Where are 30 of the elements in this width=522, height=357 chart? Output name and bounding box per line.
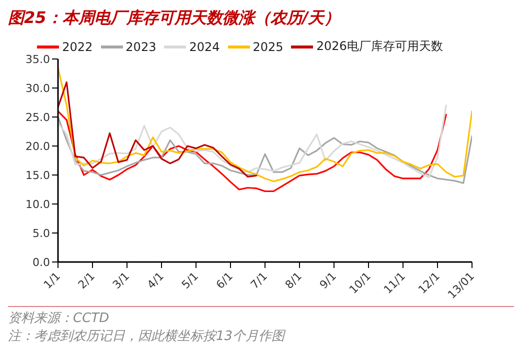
legend-label: 2024 <box>189 40 220 54</box>
y-tick-label: 15.0 <box>26 168 50 182</box>
x-tick-label: 7/1 <box>248 270 270 292</box>
legend-label: 2023 <box>126 40 156 54</box>
y-tick-label: 0.0 <box>32 256 50 269</box>
x-tick-label: 8/1 <box>282 270 304 292</box>
x-tick-label: 4/1 <box>144 270 166 292</box>
legend-label: 2026电厂库存可用天数 <box>316 38 443 55</box>
x-tick-label: 5/1 <box>179 270 201 292</box>
line-series <box>58 110 447 192</box>
x-tick-label: 3/1 <box>110 270 132 292</box>
legend-label: 2022 <box>62 40 93 54</box>
text: 注：考虑到农历记日，因此横坐标按13个月作图 <box>8 328 287 345</box>
line-series <box>58 104 447 178</box>
x-tick-label: 6/1 <box>214 270 236 292</box>
y-tick-label: 25.0 <box>26 110 50 124</box>
x-tick-label: 1/1 <box>41 270 63 292</box>
line-series <box>58 66 472 182</box>
x-tick-label: 9/1 <box>317 270 339 292</box>
text: 资料来源：CCTD <box>8 310 110 327</box>
line-series <box>58 81 258 178</box>
y-tick-label: 10.0 <box>26 198 50 211</box>
x-tick-label: 2/1 <box>76 270 98 292</box>
y-tick-label: 30.0 <box>26 82 50 95</box>
legend-label: 2025 <box>252 40 284 54</box>
y-tick-label: 35.0 <box>26 52 50 66</box>
y-tick-label: 20.0 <box>26 140 50 153</box>
chart-title: 图25：本周电厂库存可用天数微涨（农历/天） <box>8 8 342 29</box>
line-series <box>58 116 472 184</box>
y-tick-label: 5.0 <box>32 226 50 240</box>
